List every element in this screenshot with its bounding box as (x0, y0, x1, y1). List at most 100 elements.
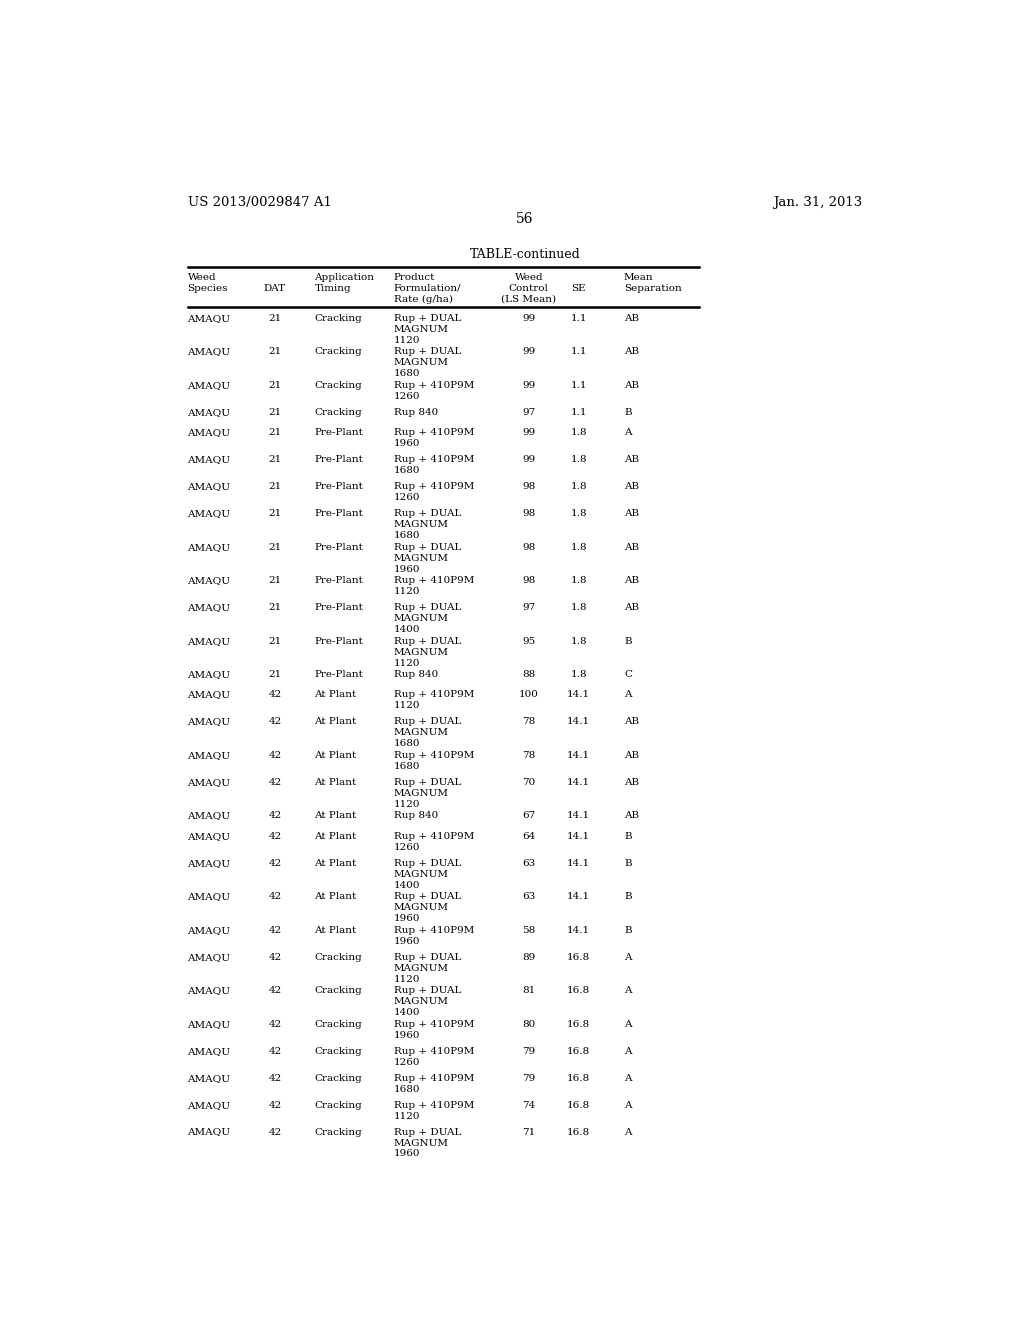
Text: Pre-Plant: Pre-Plant (314, 671, 364, 680)
Text: AMAQU: AMAQU (187, 455, 230, 465)
Text: 1680: 1680 (394, 762, 421, 771)
Text: Rate (g/ha): Rate (g/ha) (394, 294, 453, 304)
Text: Cracking: Cracking (314, 986, 362, 995)
Text: A: A (624, 1127, 632, 1137)
Text: AMAQU: AMAQU (187, 576, 230, 585)
Text: 100: 100 (519, 690, 539, 700)
Text: US 2013/0029847 A1: US 2013/0029847 A1 (187, 195, 332, 209)
Text: Pre-Plant: Pre-Plant (314, 482, 364, 491)
Text: 97: 97 (522, 603, 536, 612)
Text: 21: 21 (268, 455, 282, 465)
Text: 1960: 1960 (394, 440, 421, 449)
Text: Pre-Plant: Pre-Plant (314, 543, 364, 552)
Text: 42: 42 (268, 1101, 282, 1110)
Text: Control: Control (509, 284, 549, 293)
Text: Rup + DUAL: Rup + DUAL (394, 510, 461, 517)
Text: MAGNUM: MAGNUM (394, 614, 449, 623)
Text: At Plant: At Plant (314, 812, 356, 821)
Text: Pre-Plant: Pre-Plant (314, 428, 364, 437)
Text: 14.1: 14.1 (567, 718, 590, 726)
Text: 21: 21 (268, 636, 282, 645)
Text: 78: 78 (522, 751, 536, 760)
Text: AMAQU: AMAQU (187, 510, 230, 517)
Text: Cracking: Cracking (314, 347, 362, 356)
Text: 1120: 1120 (394, 659, 421, 668)
Text: MAGNUM: MAGNUM (394, 648, 449, 656)
Text: Cracking: Cracking (314, 1127, 362, 1137)
Text: MAGNUM: MAGNUM (394, 553, 449, 562)
Text: Timing: Timing (314, 284, 351, 293)
Text: 1260: 1260 (394, 494, 421, 502)
Text: AMAQU: AMAQU (187, 812, 230, 821)
Text: AMAQU: AMAQU (187, 925, 230, 935)
Text: 71: 71 (522, 1127, 536, 1137)
Text: AB: AB (624, 314, 639, 323)
Text: A: A (624, 1020, 632, 1028)
Text: 16.8: 16.8 (567, 1047, 590, 1056)
Text: 1.8: 1.8 (570, 603, 587, 612)
Text: C: C (624, 671, 632, 680)
Text: 1260: 1260 (394, 842, 421, 851)
Text: 16.8: 16.8 (567, 1020, 590, 1028)
Text: 79: 79 (522, 1047, 536, 1056)
Text: Pre-Plant: Pre-Plant (314, 603, 364, 612)
Text: Rup + DUAL: Rup + DUAL (394, 603, 461, 612)
Text: 99: 99 (522, 314, 536, 323)
Text: Rup + 410P9M: Rup + 410P9M (394, 832, 474, 841)
Text: 74: 74 (522, 1101, 536, 1110)
Text: 99: 99 (522, 455, 536, 465)
Text: 1.8: 1.8 (570, 482, 587, 491)
Text: At Plant: At Plant (314, 832, 356, 841)
Text: Rup + 410P9M: Rup + 410P9M (394, 1020, 474, 1028)
Text: AB: AB (624, 576, 639, 585)
Text: AMAQU: AMAQU (187, 1020, 230, 1028)
Text: Pre-Plant: Pre-Plant (314, 636, 364, 645)
Text: 21: 21 (268, 671, 282, 680)
Text: Rup + DUAL: Rup + DUAL (394, 1127, 461, 1137)
Text: 42: 42 (268, 892, 282, 902)
Text: 1960: 1960 (394, 1150, 421, 1159)
Text: Cracking: Cracking (314, 1020, 362, 1028)
Text: B: B (624, 892, 632, 902)
Text: 98: 98 (522, 576, 536, 585)
Text: Rup + DUAL: Rup + DUAL (394, 986, 461, 995)
Text: 42: 42 (268, 777, 282, 787)
Text: 1.8: 1.8 (570, 428, 587, 437)
Text: Rup 840: Rup 840 (394, 671, 438, 680)
Text: 97: 97 (522, 408, 536, 417)
Text: 21: 21 (268, 428, 282, 437)
Text: 21: 21 (268, 314, 282, 323)
Text: 42: 42 (268, 1127, 282, 1137)
Text: MAGNUM: MAGNUM (394, 520, 449, 529)
Text: Product: Product (394, 273, 435, 282)
Text: Pre-Plant: Pre-Plant (314, 455, 364, 465)
Text: Separation: Separation (624, 284, 682, 293)
Text: B: B (624, 925, 632, 935)
Text: MAGNUM: MAGNUM (394, 903, 449, 912)
Text: AMAQU: AMAQU (187, 953, 230, 962)
Text: 1120: 1120 (394, 1111, 421, 1121)
Text: Jan. 31, 2013: Jan. 31, 2013 (773, 195, 862, 209)
Text: 1.8: 1.8 (570, 576, 587, 585)
Text: 1.8: 1.8 (570, 543, 587, 552)
Text: 1680: 1680 (394, 370, 421, 379)
Text: AMAQU: AMAQU (187, 718, 230, 726)
Text: TABLE-continued: TABLE-continued (469, 248, 581, 261)
Text: 79: 79 (522, 1073, 536, 1082)
Text: 1.8: 1.8 (570, 636, 587, 645)
Text: 70: 70 (522, 777, 536, 787)
Text: AMAQU: AMAQU (187, 832, 230, 841)
Text: 21: 21 (268, 543, 282, 552)
Text: Pre-Plant: Pre-Plant (314, 576, 364, 585)
Text: 88: 88 (522, 671, 536, 680)
Text: 1260: 1260 (394, 1057, 421, 1067)
Text: AB: AB (624, 812, 639, 821)
Text: Rup + 410P9M: Rup + 410P9M (394, 1101, 474, 1110)
Text: Rup + 410P9M: Rup + 410P9M (394, 428, 474, 437)
Text: MAGNUM: MAGNUM (394, 964, 449, 973)
Text: B: B (624, 832, 632, 841)
Text: 99: 99 (522, 381, 536, 389)
Text: 99: 99 (522, 428, 536, 437)
Text: 42: 42 (268, 1073, 282, 1082)
Text: AB: AB (624, 510, 639, 517)
